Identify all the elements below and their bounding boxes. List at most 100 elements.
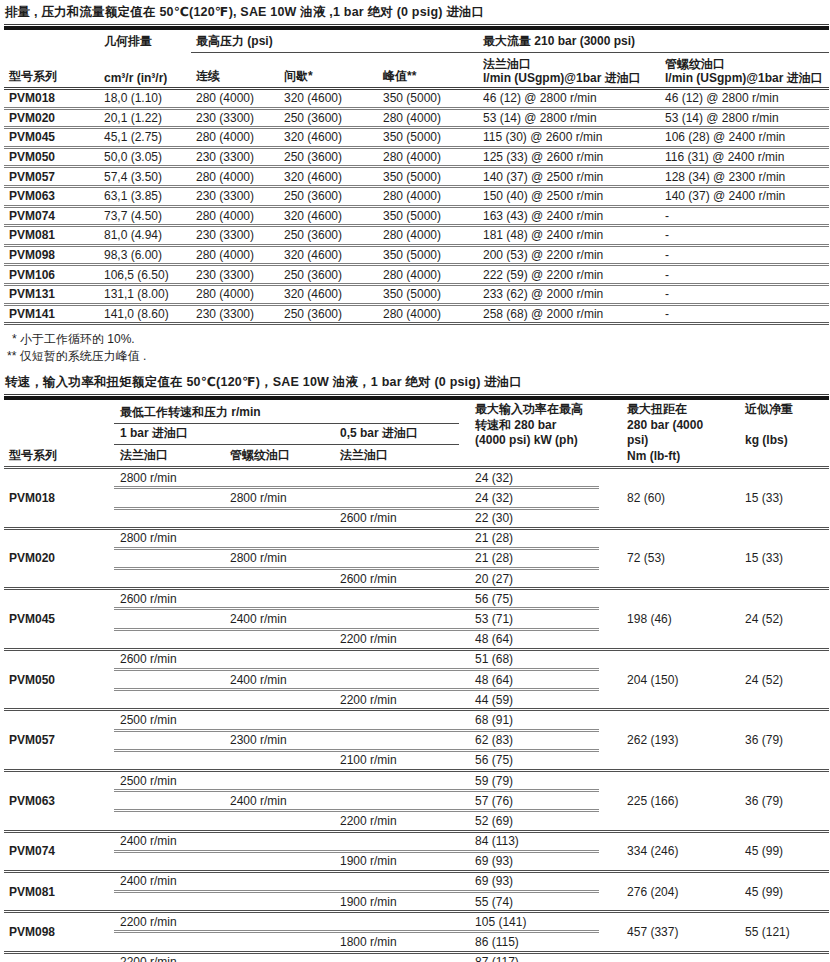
speed-cell: 1900 r/min [334, 851, 459, 871]
ratings-table-title: 转速，输入功率和扭矩额定值在 50℃(120℉)，SAE 10W 油液，1 ba… [4, 372, 829, 395]
intermittent-cell: 320 (4600) [279, 206, 378, 226]
speed-cell: 1800 r/min [334, 932, 459, 952]
continuous-cell: 230 (3300) [191, 265, 279, 285]
power-cell: 59 (79) [459, 770, 599, 790]
weight-cell: 24 (52) [724, 589, 829, 650]
speed-cell [224, 851, 334, 871]
peak-cell: 350 (5000) [378, 128, 478, 148]
power-cell: 22 (30) [459, 508, 599, 528]
speed-cell [334, 730, 459, 750]
torque-cell: 334 (246) [599, 831, 724, 871]
speed-cell [224, 569, 334, 589]
speed-cell: 2800 r/min [224, 548, 334, 568]
power-cell: 69 (93) [459, 871, 599, 891]
speed-cell [334, 609, 459, 629]
torque-cell: 225 (166) [599, 770, 724, 831]
model-cell: PVM050 [4, 649, 114, 710]
table-row: PVM141141,0 (8.60)230 (3300)250 (3600)28… [4, 304, 829, 324]
table-row: PVM01818,0 (1.10)280 (4000)320 (4600)350… [4, 89, 829, 109]
table-row: PVM09898,3 (6.00)280 (4000)320 (4600)350… [4, 245, 829, 265]
power-cell: 56 (75) [459, 750, 599, 770]
torque-cell: 198 (46) [599, 589, 724, 650]
speed-cell [114, 488, 224, 508]
group-row: PVM0982200 r/min105 (141)457 (337)55 (12… [4, 912, 829, 932]
model-cell: PVM106 [4, 265, 99, 285]
group-row: PVM0572500 r/min68 (91)262 (193)36 (79) [4, 710, 829, 730]
speed-cell [114, 629, 224, 649]
displacement-table: 型号系列 几何排量 cm³/r (in³/r) 最高压力 (psi) 最大流量 … [4, 26, 829, 325]
intermittent-cell: 250 (3600) [279, 108, 378, 128]
net-weight-header: 近似净重 kg (lbs) [724, 398, 829, 468]
displacement-cell: 98,3 (6.00) [99, 245, 191, 265]
pipe-flow-cell: - [660, 284, 829, 304]
pipe-flow-cell: - [660, 206, 829, 226]
speed-cell [114, 750, 224, 770]
model-cell: PVM063 [4, 186, 99, 206]
max-torque-header: 最大扭距在 280 bar (4000 psi) Nm (lb-ft) [599, 398, 724, 468]
weight-cell: 55 (121) [724, 952, 829, 962]
speed-cell [114, 670, 224, 690]
table-row: PVM02020,1 (1.22)230 (3300)250 (3600)280… [4, 108, 829, 128]
speed-cell: 2400 r/min [114, 871, 224, 891]
power-cell: 69 (93) [459, 851, 599, 871]
continuous-cell: 230 (3300) [191, 186, 279, 206]
continuous-pressure-header: 连续 [191, 53, 279, 89]
speed-cell: 2600 r/min [334, 508, 459, 528]
speed-cell [224, 952, 334, 962]
power-cell: 21 (28) [459, 548, 599, 568]
speed-cell: 1900 r/min [334, 892, 459, 912]
power-cell: 44 (59) [459, 690, 599, 710]
displacement-cell: 63,1 (3.85) [99, 186, 191, 206]
pipe-flow-cell: 106 (28) @ 2400 r/min [660, 128, 829, 148]
speed-cell [224, 589, 334, 609]
footnote-duty-cycle: * 小于工作循环的 10%. [4, 331, 829, 348]
speed-cell [224, 811, 334, 831]
displacement-unit-label: cm³/r (in³/r) [104, 71, 189, 85]
speed-cell [224, 508, 334, 528]
speed-cell: 2400 r/min [224, 791, 334, 811]
table-row: PVM04545,1 (2.75)280 (4000)320 (4600)350… [4, 128, 829, 148]
min-speed-group-header: 最低工作转速和压力 r/min [114, 398, 459, 423]
speed-cell: 2800 r/min [114, 528, 224, 548]
speed-cell [334, 528, 459, 548]
power-cell: 57 (76) [459, 791, 599, 811]
speed-cell [224, 629, 334, 649]
group-row: PVM0202800 r/min21 (28)72 (53)15 (33) [4, 528, 829, 548]
ratings-table-header: 型号系列 最低工作转速和压力 r/min 最大输入功率在最高 转速和 280 b… [4, 398, 829, 468]
intermittent-cell: 250 (3600) [279, 186, 378, 206]
model-cell: PVM045 [4, 128, 99, 148]
flange-flow-cell: 53 (14) @ 2800 r/min [478, 108, 660, 128]
torque-cell: 204 (150) [599, 649, 724, 710]
model-cell: PVM098 [4, 245, 99, 265]
continuous-cell: 280 (4000) [191, 284, 279, 304]
group-row: PVM0502600 r/min51 (68)204 (150)24 (52) [4, 649, 829, 669]
speed-cell: 2200 r/min [334, 690, 459, 710]
power-cell: 24 (32) [459, 488, 599, 508]
intermittent-cell: 320 (4600) [279, 89, 378, 109]
model-cell: PVM081 [4, 871, 114, 911]
model-cell: PVM018 [4, 468, 114, 529]
speed-cell [224, 932, 334, 952]
peak-cell: 280 (4000) [378, 186, 478, 206]
displacement-table-title: 排量 , 压力和流量额定值在 50℃(120℉), SAE 10W 油液 ,1 … [4, 2, 829, 25]
speed-cell [334, 649, 459, 669]
peak-cell: 280 (4000) [378, 226, 478, 246]
peak-cell: 280 (4000) [378, 265, 478, 285]
peak-cell: 350 (5000) [378, 167, 478, 187]
intermittent-cell: 250 (3600) [279, 304, 378, 324]
peak-cell: 350 (5000) [378, 89, 478, 109]
flange-port-flow-header: 法兰油口 l/min (USgpm)@1bar 进油口 [478, 53, 660, 89]
speed-cell [334, 912, 459, 932]
speed-cell [224, 750, 334, 770]
intermittent-cell: 320 (4600) [279, 167, 378, 187]
continuous-cell: 230 (3300) [191, 226, 279, 246]
torque-cell: 377 (278) [599, 952, 724, 962]
power-cell: 48 (64) [459, 670, 599, 690]
model-header: 型号系列 [4, 398, 114, 468]
max-pressure-group-header: 最高压力 (psi) [191, 28, 478, 53]
speed-cell [114, 569, 224, 589]
ratings-table: 型号系列 最低工作转速和压力 r/min 最大输入功率在最高 转速和 280 b… [4, 396, 829, 962]
speed-cell: 2300 r/min [224, 730, 334, 750]
pipe-port-flow-header: 管螺纹油口 l/min (USgpm)@1bar 进油口 [660, 53, 829, 89]
weight-cell: 45 (99) [724, 831, 829, 871]
